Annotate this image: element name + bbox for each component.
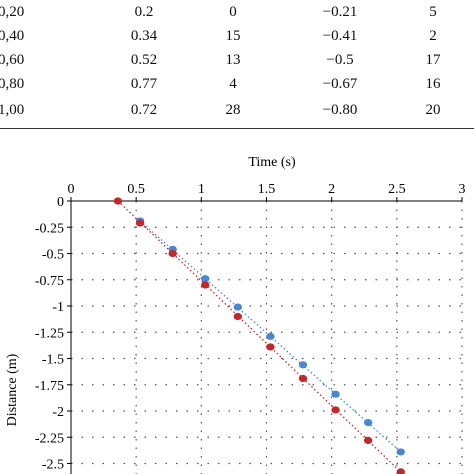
data-point-series-1: [201, 275, 210, 283]
data-point-series-1: [233, 303, 243, 311]
table-cell: 4: [229, 76, 237, 92]
table-cell: 0.72: [130, 102, 158, 118]
table-cell: 0.52: [130, 52, 158, 68]
table-cell: 0,20: [0, 4, 25, 20]
y-tick-label: -1: [52, 300, 64, 315]
table-cell: 0,60: [0, 52, 25, 68]
table-cell: 20: [425, 102, 441, 118]
table-cell: 5: [429, 4, 437, 20]
data-point-series-2: [168, 249, 177, 258]
table-row: 0,60 0.52 13 −0.5 17: [0, 48, 474, 72]
table-cell: 1,00: [0, 102, 25, 118]
table-bottom-rule: [0, 128, 474, 129]
table-cell: 0.2: [134, 4, 154, 20]
table-cell: 0.34: [130, 28, 158, 44]
x-tick-label: 0.5: [127, 182, 145, 197]
table-cell: 0.77: [130, 76, 158, 92]
x-tick-label: 1.5: [258, 182, 276, 197]
data-points: [113, 197, 405, 474]
x-tick-label: 2.5: [388, 182, 406, 197]
y-tick-label: -1.25: [35, 326, 64, 341]
y-tick-label: -0.75: [35, 274, 64, 289]
table-cell: −0.21: [322, 4, 358, 20]
table-cell: 0,40: [0, 28, 25, 44]
table-cell: 0,80: [0, 76, 25, 92]
y-tick-label: -2: [52, 405, 64, 420]
axes: 0 0.5 1 1.5 2 2.5 3 0 -0.25 -0.5 -0.75 -1 -1.25 -1.5 -…: [35, 182, 466, 474]
y-tick-label: -2.25: [35, 431, 64, 446]
table-cell: 16: [425, 76, 441, 92]
y-tick-label: -1.5: [42, 353, 64, 368]
data-point-series-2: [201, 281, 210, 289]
table-cell: 17: [425, 52, 441, 68]
x-tick-label: 1: [198, 182, 205, 197]
x-tick-label: 0: [68, 182, 75, 197]
trend-line-series-2: [117, 200, 402, 473]
x-tick-label: 3: [459, 182, 466, 197]
y-axis-label: Distance (m): [5, 353, 20, 426]
y-tick-label: -1.75: [35, 379, 64, 394]
table-cell: −0.67: [322, 76, 358, 92]
table-cell: 0: [229, 4, 237, 20]
x-axis-label: Time (s): [248, 155, 296, 170]
data-point-series-1: [331, 390, 340, 398]
y-tick-label: -0.5: [42, 248, 64, 263]
data-point-series-1: [363, 418, 373, 427]
table-row: 0,40 0.34 15 −0.41 2: [0, 24, 474, 48]
distance-time-chart: Time (s) Distance (m) 0 0.5 1 1.5 2 2.5 3 0 -0.2…: [5, 155, 466, 474]
table-cell: −0.5: [326, 52, 354, 68]
data-point-series-2: [396, 468, 405, 474]
table-row: 1,00 0.72 28 −0.80 20: [0, 98, 474, 122]
trend-lines: [117, 200, 402, 473]
data-point-series-2: [135, 219, 145, 227]
y-tick-label: 0: [57, 195, 64, 210]
y-tick-label: -0.25: [35, 221, 64, 236]
table-cell: −0.41: [322, 28, 358, 44]
data-point-series-2: [233, 312, 243, 321]
data-point-series-1: [396, 448, 405, 456]
data-point-series-1: [266, 332, 275, 341]
table-cell: 13: [225, 52, 241, 68]
data-point-series-2: [331, 406, 340, 414]
table-cell: 15: [225, 28, 241, 44]
data-point-series-2: [298, 374, 308, 383]
y-tick-label: -2.5: [42, 458, 64, 473]
data-point-series-2: [363, 436, 373, 444]
x-tick-label: 2: [328, 182, 335, 197]
table-row: 0,80 0.77 4 −0.67 16: [0, 72, 474, 96]
data-point-series-1: [298, 361, 308, 369]
table-cell: 28: [225, 102, 241, 118]
data-point-series-2: [266, 343, 275, 351]
data-table: 0,20 0.2 0 −0.21 5 0,40 0.34 15 −0.41 2 …: [0, 0, 474, 130]
table-cell: 2: [429, 28, 437, 44]
table-row: 0,20 0.2 0 −0.21 5: [0, 0, 474, 24]
table-cell: −0.80: [322, 102, 358, 118]
data-point-series-2: [113, 197, 123, 205]
